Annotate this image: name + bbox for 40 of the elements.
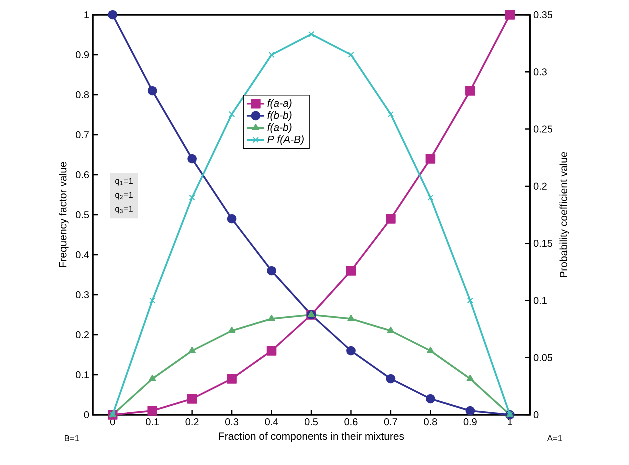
y2-tick-label: 0.05 <box>534 354 552 362</box>
y-tick-label: 0 <box>84 411 90 419</box>
annotation: q$_{3}$=1 <box>116 206 133 214</box>
y-tick-label: 0.1 <box>76 371 90 379</box>
y2-tick-label: 0.1 <box>534 297 547 304</box>
legend-label: P f(A-B) <box>268 136 304 146</box>
x-tick-label: 0.6 <box>344 418 358 426</box>
y-tick-label: 0.8 <box>76 91 90 99</box>
y-tick-label: 0.3 <box>76 291 90 299</box>
x-tick-label: 0.2 <box>186 418 199 426</box>
y2-axis-title: Probability coefficient value <box>560 152 570 278</box>
y2-tick-label: 0.35 <box>534 11 552 19</box>
y-tick-label: 0.2 <box>76 331 89 339</box>
x-tick-label: 0.7 <box>384 418 398 426</box>
y-tick-label: 0.4 <box>76 251 90 259</box>
x-tick-label: 0.5 <box>304 418 318 426</box>
annotation: q$_{1}$=1 <box>116 178 133 186</box>
x-tick-label: 0.1 <box>146 418 160 426</box>
y2-tick-label: 0.25 <box>534 126 552 133</box>
y-axis-title: Frequency factor value <box>59 162 69 268</box>
y2-tick-label: 0.3 <box>534 68 547 76</box>
x-tick-label: 0.3 <box>226 418 239 426</box>
annotation: q$_{2}$=1 <box>116 192 133 200</box>
legend-label: f(a-a) <box>268 99 292 110</box>
x-tick-label: 0.9 <box>464 418 477 426</box>
y2-tick-label: 0.15 <box>534 240 552 248</box>
y-tick-label: 0.5 <box>76 211 90 219</box>
x-axis-title: Fraction of components in their mixtures <box>219 432 404 442</box>
text: B=1 <box>65 436 80 442</box>
legend-label: f(a-b) <box>268 124 292 134</box>
y2-tick-label: 0 <box>534 411 539 419</box>
legend-label: f(b-b) <box>268 111 292 122</box>
y2-tick-label: 0.2 <box>534 182 547 190</box>
y-tick-label: 0.9 <box>76 51 90 59</box>
x-tick-label: 0.4 <box>265 418 278 426</box>
y-tick-label: 0.7 <box>76 131 89 139</box>
x-tick-label: 0.8 <box>424 418 438 426</box>
y-tick-label: 0.6 <box>76 171 90 179</box>
text: A=1 <box>547 436 562 442</box>
y-tick-label: 1 <box>84 12 90 18</box>
